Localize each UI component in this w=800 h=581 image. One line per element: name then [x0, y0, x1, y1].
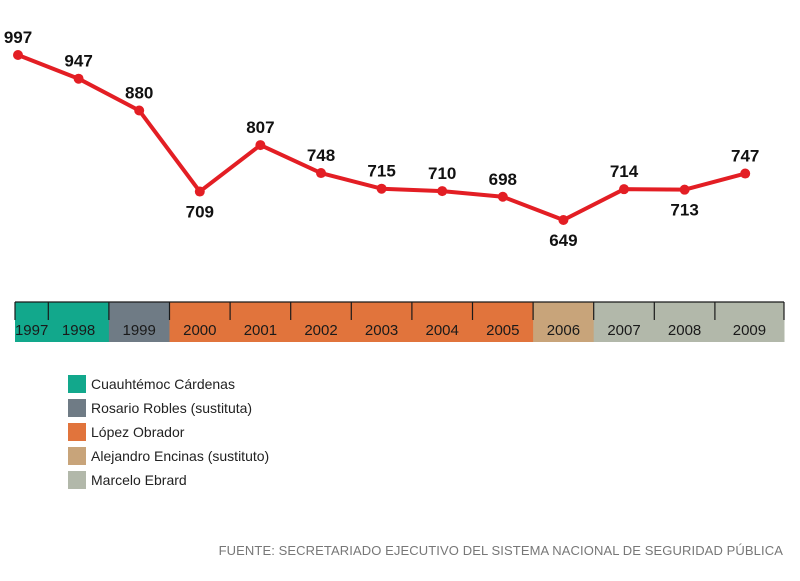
- legend-label: Marcelo Ebrard: [91, 472, 187, 488]
- legend-swatch: [68, 447, 86, 465]
- timeline-segment: [48, 302, 110, 342]
- value-label: 710: [428, 164, 456, 183]
- data-point: [73, 73, 84, 84]
- data-point: [255, 140, 266, 151]
- timeline-segment: [351, 302, 413, 342]
- timeline-segment: [654, 302, 716, 342]
- year-label: 1998: [62, 322, 95, 339]
- value-label: 709: [186, 203, 214, 222]
- value-label: 649: [549, 231, 577, 250]
- year-label: 2003: [365, 322, 398, 339]
- year-label: 2005: [486, 322, 519, 339]
- data-point: [316, 168, 326, 179]
- legend-label: Alejandro Encinas (sustituto): [91, 448, 270, 464]
- data-point: [558, 215, 569, 225]
- year-label: 2002: [304, 322, 337, 339]
- legend: Cuauhtémoc Cárdenas Rosario Robles (sust…: [68, 372, 269, 492]
- timeline-segment: [411, 302, 473, 342]
- timeline-segment: [290, 302, 352, 342]
- legend-item: Rosario Robles (sustituta): [68, 396, 269, 420]
- value-label: 748: [307, 146, 335, 165]
- legend-swatch: [68, 423, 86, 441]
- value-label: 713: [670, 201, 698, 220]
- data-point: [134, 105, 145, 116]
- timeline-segment: [230, 302, 292, 342]
- year-label: 2004: [426, 322, 459, 339]
- value-label: 880: [125, 83, 153, 102]
- legend-item: Marcelo Ebrard: [68, 468, 269, 492]
- year-label: 1997: [15, 322, 48, 339]
- year-label: 1999: [123, 322, 156, 339]
- timeline-segment: [108, 302, 170, 342]
- year-label: 2007: [607, 322, 640, 339]
- legend-item: López Obrador: [68, 420, 269, 444]
- timeline-segment: [593, 302, 655, 342]
- line-chart: 1997 1998 1999 2000 2001 2002 2003 2004 2005 2006…: [4, 28, 785, 342]
- data-point: [740, 168, 751, 179]
- legend-label: Cuauhtémoc Cárdenas: [91, 376, 235, 392]
- series-line: [16, 53, 748, 222]
- data-point: [497, 191, 508, 202]
- legend-item: Alejandro Encinas (sustituto): [68, 444, 269, 468]
- timeline-segment: [472, 302, 534, 342]
- value-label: 747: [731, 147, 759, 166]
- legend-swatch: [68, 375, 86, 393]
- year-label: 2006: [547, 322, 580, 339]
- data-point: [13, 50, 23, 60]
- data-point: [194, 186, 205, 197]
- legend-swatch: [68, 399, 86, 417]
- value-label: 997: [4, 28, 32, 47]
- legend-label: Rosario Robles (sustituta): [91, 400, 253, 416]
- data-point: [619, 184, 629, 195]
- value-label: 698: [489, 170, 517, 189]
- value-label: 715: [367, 162, 395, 181]
- value-label: 714: [610, 162, 639, 181]
- value-label: 947: [64, 52, 92, 71]
- year-label: 2008: [668, 322, 701, 339]
- legend-swatch: [68, 471, 86, 489]
- data-point: [437, 186, 448, 197]
- year-label: 2001: [244, 322, 277, 339]
- value-label: 807: [246, 118, 274, 137]
- data-point: [679, 184, 690, 195]
- legend-label: López Obrador: [91, 424, 185, 440]
- timeline-segment: [15, 302, 49, 342]
- data-point: [376, 183, 387, 194]
- source-note: FUENTE: SECRETARIADO EJECUTIVO DEL SISTE…: [218, 543, 783, 558]
- legend-item: Cuauhtémoc Cárdenas: [68, 372, 269, 396]
- timeline-segment: [169, 302, 231, 342]
- year-label: 2009: [733, 322, 766, 339]
- timeline-segment: [533, 302, 595, 342]
- timeline-segment: [714, 302, 785, 342]
- year-label: 2000: [183, 322, 216, 339]
